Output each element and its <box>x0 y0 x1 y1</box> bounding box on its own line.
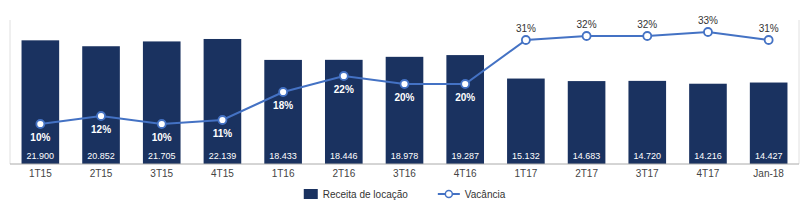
vacancy-label-text: 20% <box>394 92 414 103</box>
vacancy-label: 12% <box>89 123 113 136</box>
vacancy-marker <box>461 80 469 88</box>
x-tick-label: 3T15 <box>150 168 173 179</box>
bar-label: 14.720 <box>634 151 662 161</box>
vacancy-label-box <box>210 127 234 140</box>
vacancy-label: 11% <box>210 127 234 140</box>
legend-label: Vacância <box>465 189 506 200</box>
bar <box>446 55 484 164</box>
bar-label: 22.139 <box>209 151 237 161</box>
x-tick-label: 1T16 <box>272 168 295 179</box>
x-tick-label: Jan-18 <box>753 168 784 179</box>
vacancy-marker <box>97 112 105 120</box>
x-tick-label: 3T17 <box>636 168 659 179</box>
bar <box>264 60 302 164</box>
vacancy-label: 10% <box>150 131 174 144</box>
bar <box>568 81 606 164</box>
vacancy-label: 32% <box>637 19 657 30</box>
vacancy-marker <box>522 36 530 44</box>
vacancy-line <box>40 32 768 124</box>
bar <box>143 41 181 164</box>
vacancy-marker <box>765 36 773 44</box>
bar <box>628 81 666 164</box>
bar <box>204 39 242 164</box>
y2-axis-line <box>799 20 800 164</box>
bar-label: 21.705 <box>148 151 176 161</box>
x-tick-label: 2T16 <box>332 168 355 179</box>
vacancy-marker <box>401 80 409 88</box>
bar-label: 21.900 <box>27 151 55 161</box>
bar <box>507 79 545 164</box>
legend: Receita de locação Vacância <box>304 189 506 200</box>
vacancy-label-box <box>89 123 113 136</box>
x-tick-label: 4T17 <box>697 168 720 179</box>
vacancy-label: 31% <box>759 23 779 34</box>
x-tick-label: 1T15 <box>29 168 52 179</box>
x-tick-label: 2T15 <box>90 168 113 179</box>
vacancy-label-box <box>150 131 174 144</box>
vacancy-marker <box>36 120 44 128</box>
bar-label: 20.852 <box>87 151 115 161</box>
vacancy-marker <box>279 88 287 96</box>
bar-label: 14.683 <box>573 151 601 161</box>
vacancy-label-text: 10% <box>152 132 172 143</box>
legend-swatch <box>304 189 318 199</box>
vacancy-label-text: 12% <box>91 124 111 135</box>
vacancy-label-box <box>271 99 295 112</box>
vacancy-label: 20% <box>393 91 417 104</box>
y-axis-line <box>10 20 11 164</box>
bar-label: 19.287 <box>451 151 479 161</box>
x-tick-label: 1T17 <box>514 168 537 179</box>
vacancy-label: 20% <box>453 91 477 104</box>
legend-marker <box>445 191 452 198</box>
vacancy-label-text: 22% <box>334 84 354 95</box>
vacancy-label: 33% <box>698 15 718 26</box>
vacancy-label-text: 10% <box>30 132 50 143</box>
bar-label: 14.216 <box>694 151 722 161</box>
x-tick-label: 3T16 <box>393 168 416 179</box>
vacancy-marker <box>583 32 591 40</box>
vacancy-label-box <box>453 91 477 104</box>
bar <box>325 60 363 164</box>
x-tick-label: 2T17 <box>575 168 598 179</box>
vacancy-marker <box>218 116 226 124</box>
bar-label: 18.978 <box>391 151 419 161</box>
vacancy-label-text: 11% <box>213 128 233 139</box>
bar <box>689 84 727 164</box>
vacancy-label: 31% <box>516 23 536 34</box>
vacancy-label-text: 18% <box>273 100 293 111</box>
vacancy-label-box <box>393 91 417 104</box>
vacancy-marker <box>158 120 166 128</box>
bar <box>82 46 120 164</box>
vacancy-label: 10% <box>28 131 52 144</box>
bar-label: 15.132 <box>512 151 540 161</box>
bar-label: 14.427 <box>755 151 783 161</box>
bar <box>22 40 60 164</box>
vacancy-marker <box>704 28 712 36</box>
bar-label: 18.433 <box>269 151 297 161</box>
vacancy-label-text: 20% <box>455 92 475 103</box>
vacancy-label-box <box>28 131 52 144</box>
bar <box>750 83 788 164</box>
vacancy-label: 22% <box>332 83 356 96</box>
vacancy-marker <box>340 72 348 80</box>
plot-area <box>22 28 788 164</box>
bar <box>386 57 424 164</box>
x-axis-line <box>10 164 799 165</box>
vacancy-label: 32% <box>577 19 597 30</box>
x-tick-label: 4T16 <box>454 168 477 179</box>
labels: 21.900 20.852 21.705 22.139 18.433 18.446 18.9… <box>27 15 783 161</box>
vacancy-label-box <box>332 83 356 96</box>
chart: 21.900 20.852 21.705 22.139 18.433 18.446 18.9… <box>0 0 809 204</box>
legend-label: Receita de locação <box>323 189 408 200</box>
vacancy-label: 18% <box>271 99 295 112</box>
vacancy-marker <box>643 32 651 40</box>
bar-label: 18.446 <box>330 151 358 161</box>
x-tick-label: 4T15 <box>211 168 234 179</box>
